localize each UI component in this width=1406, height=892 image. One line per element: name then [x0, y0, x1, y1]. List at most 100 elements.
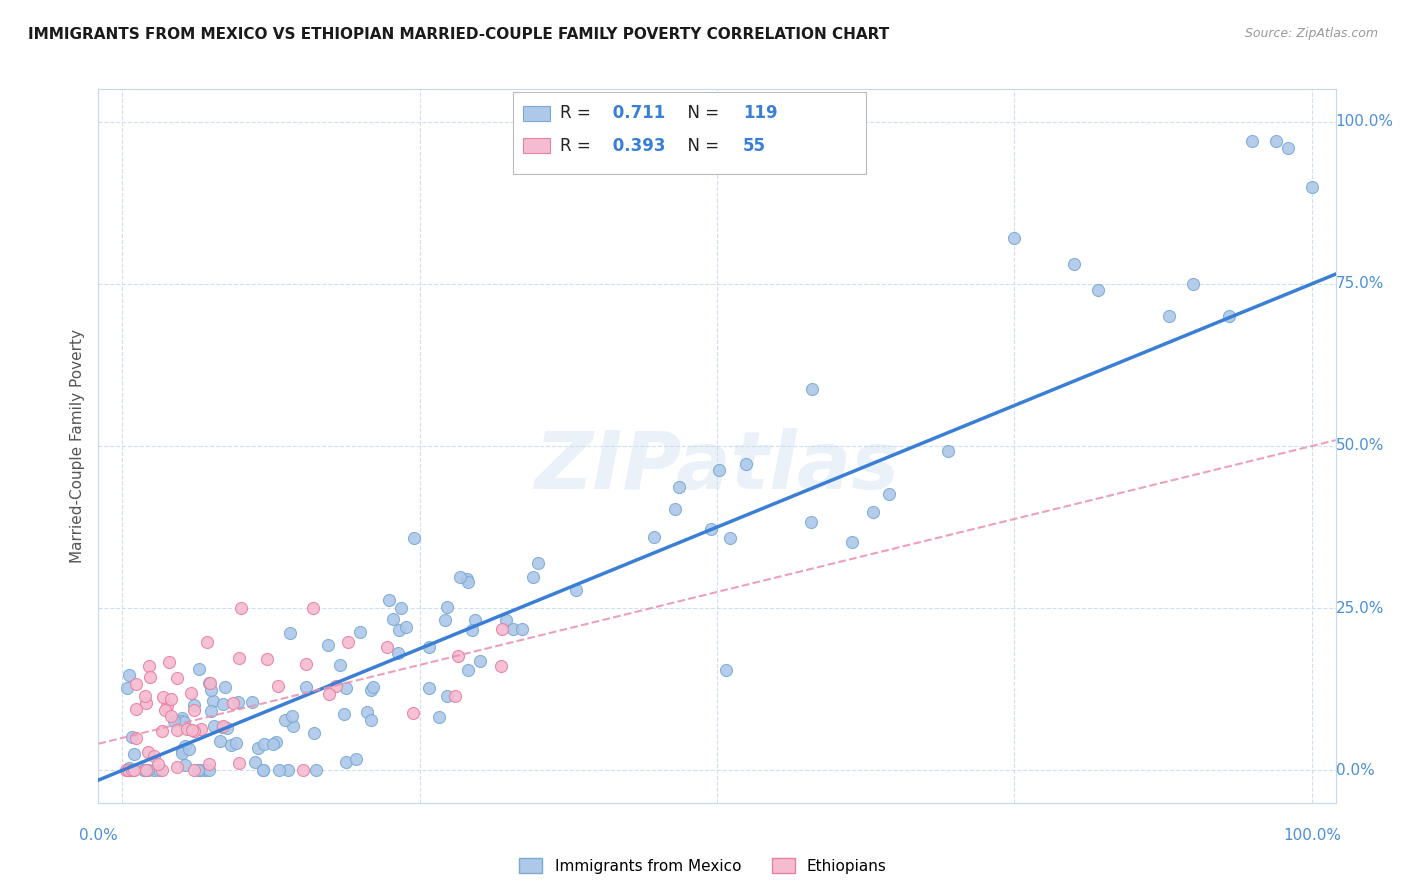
Point [125, 702, 148, 716]
Point [121, 764, 143, 778]
Point [502, 622, 524, 636]
Point [198, 676, 221, 690]
Point [170, 742, 193, 756]
Point [436, 689, 458, 703]
Point [148, 764, 170, 778]
Point [344, 751, 367, 765]
Point [512, 622, 534, 636]
Point [280, 626, 302, 640]
Point [841, 535, 863, 549]
Point [707, 463, 730, 477]
Point [121, 764, 143, 778]
Point [378, 593, 401, 607]
Point [240, 695, 263, 709]
Point [214, 681, 236, 695]
Point [1277, 140, 1299, 154]
Point [360, 713, 382, 727]
Point [349, 625, 371, 640]
Text: 100.0%: 100.0% [1336, 114, 1393, 129]
Point [565, 583, 588, 598]
Point [1181, 277, 1204, 291]
Point [228, 695, 250, 709]
Point [124, 747, 146, 761]
Point [174, 758, 197, 772]
Point [269, 764, 291, 778]
Point [1241, 134, 1264, 148]
Point [333, 706, 356, 721]
Text: ZIPatlas: ZIPatlas [534, 428, 900, 507]
Text: 100.0%: 100.0% [1282, 828, 1341, 843]
Point [125, 731, 148, 745]
Point [122, 764, 145, 778]
Point [1265, 134, 1288, 148]
Point [404, 531, 426, 545]
Point [418, 640, 440, 655]
Point [489, 659, 512, 673]
Point [118, 764, 141, 778]
Point [305, 764, 328, 778]
FancyBboxPatch shape [523, 105, 550, 121]
Point [212, 697, 235, 711]
Point [139, 670, 162, 684]
Point [936, 443, 959, 458]
Point [382, 612, 405, 626]
Point [316, 639, 339, 653]
Point [337, 635, 360, 649]
Point [173, 739, 195, 753]
Point [461, 624, 484, 638]
Point [132, 764, 155, 778]
Legend: Immigrants from Mexico, Ethiopians: Immigrants from Mexico, Ethiopians [513, 852, 893, 880]
Point [209, 733, 232, 747]
Point [176, 722, 198, 736]
Point [301, 601, 323, 615]
Point [150, 724, 173, 739]
Point [159, 691, 181, 706]
Point [388, 623, 411, 637]
Point [170, 746, 193, 760]
Point [212, 719, 235, 733]
Point [243, 755, 266, 769]
Point [302, 726, 325, 740]
Point [389, 601, 412, 615]
Point [491, 622, 513, 636]
Point [198, 764, 221, 778]
Point [152, 690, 174, 705]
Point [664, 502, 686, 516]
Point [464, 613, 486, 627]
Point [211, 721, 233, 735]
Point [115, 764, 138, 778]
Point [222, 696, 245, 710]
Point [427, 709, 450, 723]
Text: 0.0%: 0.0% [79, 828, 118, 843]
Point [522, 570, 544, 584]
Point [643, 530, 665, 544]
Point [495, 613, 517, 627]
Point [194, 764, 217, 778]
Point [700, 522, 723, 536]
Text: R =: R = [560, 104, 596, 122]
Point [716, 663, 738, 677]
Point [202, 693, 225, 707]
Point [125, 676, 148, 690]
Y-axis label: Married-Couple Family Poverty: Married-Couple Family Poverty [70, 329, 86, 563]
Point [163, 714, 186, 729]
Point [325, 679, 347, 693]
Point [449, 570, 471, 584]
Point [256, 652, 278, 666]
Point [862, 505, 884, 519]
Point [318, 687, 340, 701]
Point [117, 764, 139, 778]
Point [877, 487, 900, 501]
Point [328, 658, 350, 673]
Point [142, 749, 165, 764]
Point [115, 681, 138, 696]
Point [361, 681, 384, 695]
Point [1159, 310, 1181, 324]
Point [198, 757, 221, 772]
Point [395, 620, 418, 634]
Point [157, 655, 180, 669]
Point [228, 756, 250, 770]
Point [527, 556, 550, 570]
Point [387, 646, 409, 660]
Point [118, 764, 141, 778]
